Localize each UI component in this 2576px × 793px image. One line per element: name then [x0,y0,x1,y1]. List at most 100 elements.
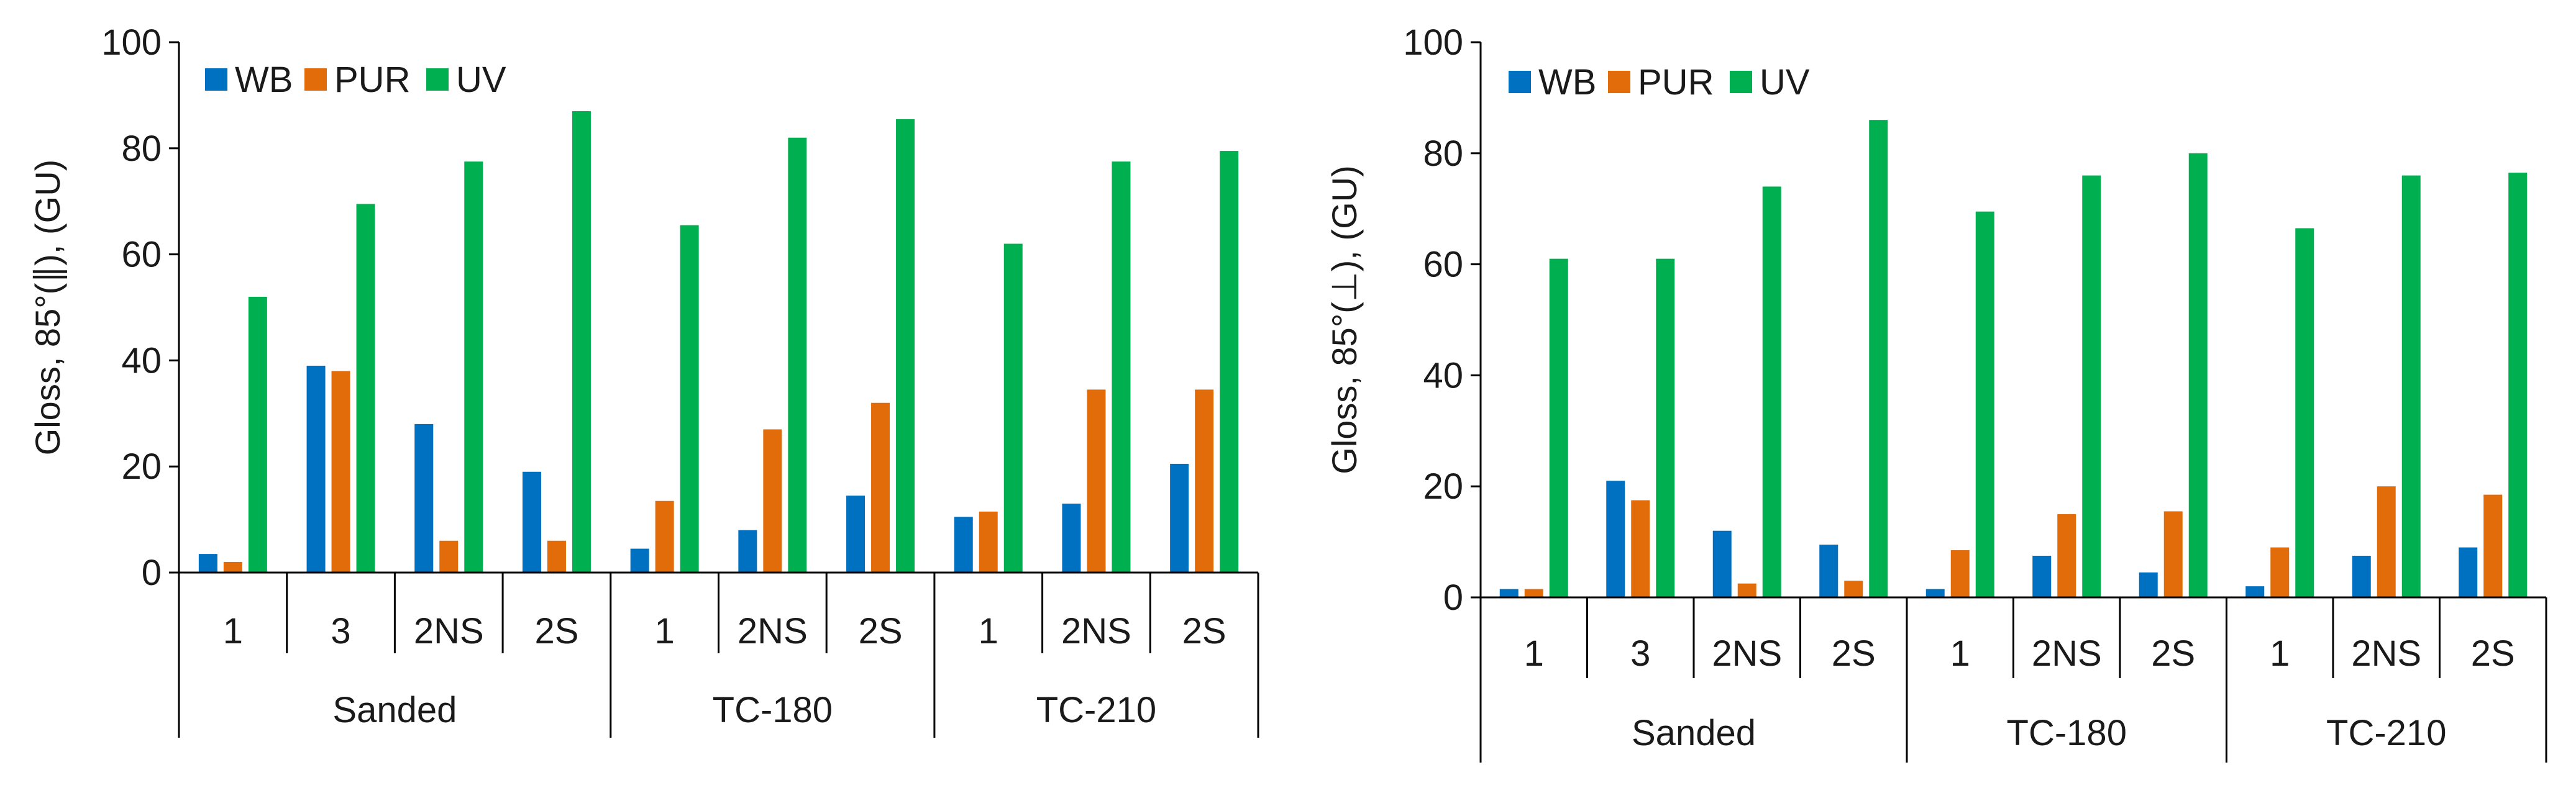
left-bar-wb [522,471,541,573]
left-category-label: 2S [1182,611,1226,651]
left-category-label: 1 [223,611,243,651]
left-category-label: 2NS [738,611,808,651]
right-bar-pur [1950,550,1970,597]
left-bar-wb [306,365,326,573]
right-legend-swatch-pur [1608,71,1630,93]
left-bar-wb [954,517,973,573]
right-bar-pur [2377,486,2396,597]
left-y-tick-label: 60 [121,235,162,275]
right-bar-uv [1975,211,1994,597]
left-bar-wb [1062,503,1081,573]
left-category-label: 1 [979,611,998,651]
right-bar-uv [1656,258,1675,597]
left-y-tick-label: 0 [142,553,162,593]
right-bar-wb [1606,481,1625,597]
right-y-axis-label: Gloss, 85°(⊥), (GU) [1325,165,1364,474]
right-bar-uv [1549,258,1568,597]
right-bar-pur [1844,581,1863,597]
right-y-tick-label: 0 [1443,578,1463,618]
left-y-tick-label: 40 [121,340,162,381]
right-bar-uv [1762,186,1781,597]
left-category-label: 2S [859,611,903,651]
left-bar-uv [1112,161,1131,573]
right-bar-uv [2082,175,2101,597]
right-legend-swatch-uv [1730,71,1752,93]
right-bar-wb [2245,586,2265,597]
chart-perpendicular: 0 20 40 60 80 100 Gloss, 85°(⊥), (GU) 1 3 2NS 2S 1 2… [1325,22,2547,763]
left-bar-wb [846,496,866,573]
left-group-label: TC-180 [713,690,833,730]
left-group-label: TC-210 [1036,690,1156,730]
right-category-label: 2S [1832,633,1876,674]
right-category-label: 3 [1630,633,1650,674]
left-bar-pur [763,429,782,573]
right-y-tick-label: 80 [1423,134,1463,174]
left-bar-uv [572,111,591,573]
left-legend-label-uv: UV [456,60,506,100]
right-legend-swatch-wb [1509,71,1531,93]
left-bar-pur [1195,389,1214,573]
right-category-label: 1 [1524,633,1544,674]
left-bar-pur [1087,389,1106,573]
right-bar-uv [2295,228,2314,597]
right-bar-wb [1499,589,1519,597]
right-bar-pur [2483,494,2503,597]
right-bar-pur [1631,500,1650,597]
right-y-tick-label: 60 [1423,245,1463,285]
left-bar-pur [871,402,890,573]
left-bar-uv [788,137,807,573]
left-bar-wb [1170,463,1189,573]
left-bar-wb [630,548,649,573]
left-legend-swatch-wb [205,68,227,91]
right-bar-pur [2270,547,2290,597]
right-bar-pur [1737,583,1756,597]
right-y-tick-label: 40 [1423,355,1463,396]
left-bar-uv [464,161,483,573]
left-bar-pur [331,371,350,573]
left-bar-pur [655,501,674,573]
right-bar-wb [2352,555,2371,597]
left-bar-pur [439,540,459,573]
right-category-label: 2NS [2351,633,2421,674]
left-category-label: 3 [331,611,350,651]
left-legend-label-pur: PUR [334,60,410,100]
left-bar-uv [680,225,699,573]
left-bar-pur [547,540,566,573]
left-y-axis-label: Gloss, 85°(∥), (GU) [28,160,67,456]
right-category-label: 2S [2471,633,2515,674]
right-category-label: 1 [2270,633,2290,674]
left-bar-wb [738,530,757,573]
right-category-label: 2NS [2032,633,2102,674]
right-y-tick-label: 20 [1423,466,1463,507]
right-group-label: TC-180 [2007,713,2127,753]
left-legend-label-wb: WB [235,60,293,100]
right-bar-uv [2188,153,2208,598]
left-legend-swatch-uv [426,68,449,91]
right-legend-label-wb: WB [1538,62,1596,102]
left-bar-uv [1003,243,1023,573]
right-group-label: TC-210 [2326,713,2446,753]
right-bar-uv [2508,173,2528,598]
left-category-label: 2NS [414,611,484,651]
right-bar-pur [2057,514,2076,597]
left-category-label: 2NS [1061,611,1131,651]
left-bar-uv [896,119,915,573]
right-bar-wb [1712,530,1732,597]
right-legend-label-uv: UV [1760,62,1810,102]
chart-parallel: 0 20 40 60 80 100 Gloss, 85°(∥), (GU) 1 3 2NS 2S 1 2… [28,22,1259,738]
left-bar-wb [198,554,217,573]
left-category-label: 1 [655,611,675,651]
left-y-tick-label: 100 [101,22,162,63]
left-category-label: 2S [534,611,578,651]
left-y-tick-label: 80 [121,129,162,169]
right-category-label: 1 [1950,633,1970,674]
right-bar-wb [1925,589,1945,597]
right-bar-uv [2401,175,2421,597]
left-bar-uv [1220,151,1239,573]
left-bar-pur [223,561,242,573]
left-bar-pur [979,511,998,573]
right-bar-pur [1524,589,1543,597]
right-bar-wb [2459,547,2478,597]
right-group-label: Sanded [1632,713,1756,753]
